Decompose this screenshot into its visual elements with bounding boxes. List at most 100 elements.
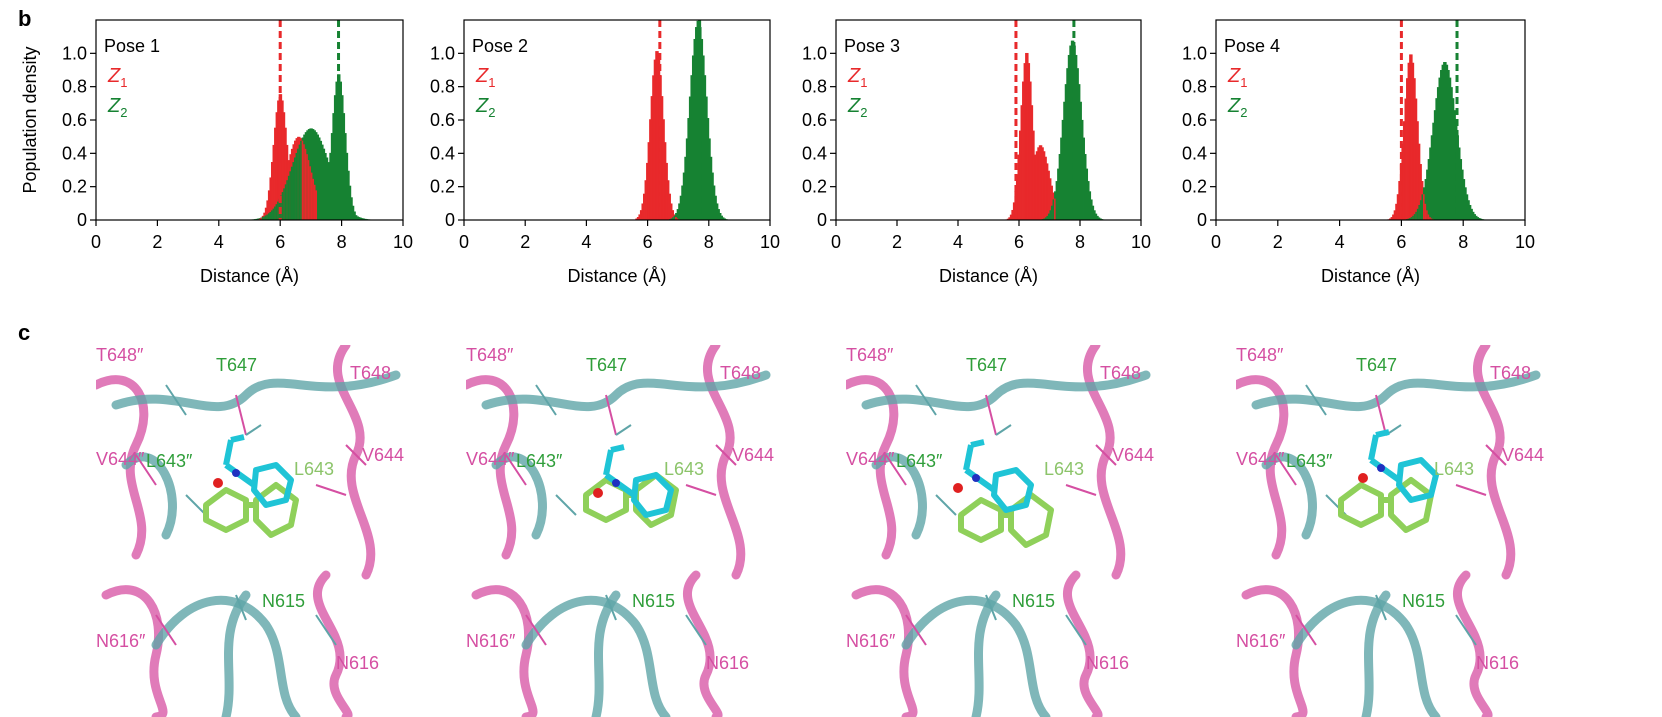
- bar-z2: [324, 152, 327, 220]
- chart-4: 0 2 4 6 8 10 0 0.2 0.4 0.6 0.8 1.0 Distance (Å) Pose …: [1182, 19, 1535, 286]
- bar-z2: [705, 96, 708, 220]
- chart-title: Pose 4: [1224, 36, 1280, 56]
- bar-z2: [707, 118, 710, 220]
- bar-z2: [326, 157, 329, 220]
- bar-z2: [323, 148, 326, 220]
- bar-z1: [652, 75, 655, 220]
- structure-pose-3: T648″ T647 T648 V644″ L643″ L643 V644 N615 N616″…: [846, 345, 1156, 717]
- bar-z2: [290, 166, 293, 220]
- label-l643pp: L643″: [1286, 451, 1333, 471]
- bar-z1: [303, 144, 306, 220]
- bar-z2: [340, 81, 342, 220]
- bar-z2: [1438, 77, 1441, 221]
- bar-z2: [684, 156, 687, 220]
- helix-ribbon-pink: [851, 585, 918, 717]
- helix-ribbon-teal: [221, 590, 251, 717]
- bar-z2: [1421, 194, 1424, 220]
- bar-z1: [1395, 203, 1398, 220]
- bar-z1: [283, 112, 286, 220]
- bar-z2: [1435, 98, 1438, 220]
- bar-z2: [1433, 110, 1436, 220]
- bar-z2: [1480, 218, 1483, 220]
- x-tick-label: 4: [1335, 232, 1345, 252]
- helix-ribbon-pink: [1241, 585, 1308, 717]
- helix-ribbon-teal: [521, 595, 671, 717]
- bar-z2: [1058, 154, 1061, 220]
- side-chain-stick: [985, 394, 997, 436]
- panel-label-b: b: [18, 6, 32, 31]
- bar-z1: [1423, 194, 1425, 220]
- bar-z1: [1025, 52, 1028, 220]
- y-tick-label: 1.0: [1182, 43, 1207, 63]
- bar-z1: [1051, 185, 1053, 220]
- bar-z1: [647, 142, 650, 220]
- x-tick-label: 0: [831, 232, 841, 252]
- side-chain-stick: [135, 454, 157, 486]
- y-tick-label: 0: [817, 210, 827, 230]
- bar-z1: [1393, 210, 1396, 220]
- bar-z2: [350, 197, 353, 220]
- bar-z1: [1399, 164, 1402, 220]
- side-chain-stick: [1065, 484, 1097, 496]
- bar-z2: [1090, 199, 1093, 220]
- bar-z1: [310, 172, 313, 220]
- bar-z1: [272, 144, 275, 220]
- structure-pose-1: T648″ T647 T648 V644″ L643″ L643 V644 N615 N616″…: [96, 345, 406, 717]
- bar-z2: [1051, 205, 1053, 220]
- legend-entry-1: Z1: [1227, 65, 1247, 90]
- bar-z2: [1055, 181, 1058, 220]
- bar-z1: [1401, 143, 1404, 220]
- panel-label-c: c: [18, 320, 31, 345]
- bar-z1: [1035, 151, 1038, 220]
- bar-z2: [312, 129, 315, 220]
- bar-z1: [1410, 54, 1413, 220]
- bar-z2: [1432, 122, 1435, 220]
- bar-z2: [281, 192, 284, 220]
- bar-z2: [673, 215, 676, 220]
- label-l643pp: L643″: [896, 451, 943, 471]
- y-tick-label: 0.4: [62, 143, 87, 163]
- helix-ribbon-teal: [1361, 590, 1391, 717]
- bar-z2: [1429, 147, 1432, 220]
- bar-z2: [356, 216, 359, 220]
- bar-z1: [270, 162, 273, 220]
- bar-z2: [696, 20, 699, 220]
- y-tick-label: 1.0: [802, 43, 827, 63]
- bar-z2: [685, 138, 688, 220]
- bar-z1: [655, 51, 658, 221]
- label-l643pp: L643″: [516, 451, 563, 471]
- legend-entry-2: Z2: [847, 95, 867, 120]
- bar-z2: [257, 218, 260, 220]
- helix-ribbon-teal: [481, 370, 771, 412]
- bar-z2: [358, 217, 361, 220]
- bar-z1: [1022, 81, 1024, 220]
- bar-z2: [1047, 213, 1050, 220]
- bar-z1: [1044, 156, 1047, 220]
- bar-z2: [269, 211, 272, 220]
- side-chain-stick: [1295, 614, 1317, 646]
- bar-z2: [1453, 110, 1456, 220]
- bar-z2: [1095, 213, 1098, 220]
- side-chain-stick: [605, 394, 617, 436]
- bar-z1: [266, 200, 269, 220]
- label-n616: N616: [336, 653, 380, 673]
- helix-ribbon-teal: [151, 595, 301, 717]
- bar-z1: [675, 216, 678, 220]
- bar-z1: [1419, 164, 1422, 220]
- x-tick-label: 6: [643, 232, 653, 252]
- bar-z2: [298, 144, 301, 220]
- bar-z2: [1043, 218, 1046, 220]
- bar-z2: [716, 203, 719, 220]
- bar-z2: [1046, 215, 1049, 220]
- bar-z2: [1440, 70, 1442, 220]
- side-chain-stick: [905, 614, 927, 646]
- bar-z2: [272, 208, 275, 220]
- bar-z2: [335, 81, 338, 220]
- bar-z2: [1086, 168, 1089, 220]
- structure-drawing: [1236, 345, 1541, 717]
- bar-z2: [1092, 205, 1095, 220]
- bar-z1: [1049, 178, 1052, 220]
- y-tick-label: 0.4: [430, 143, 455, 163]
- bar-z1: [264, 207, 267, 220]
- label-t648pp: T648″: [1236, 345, 1284, 365]
